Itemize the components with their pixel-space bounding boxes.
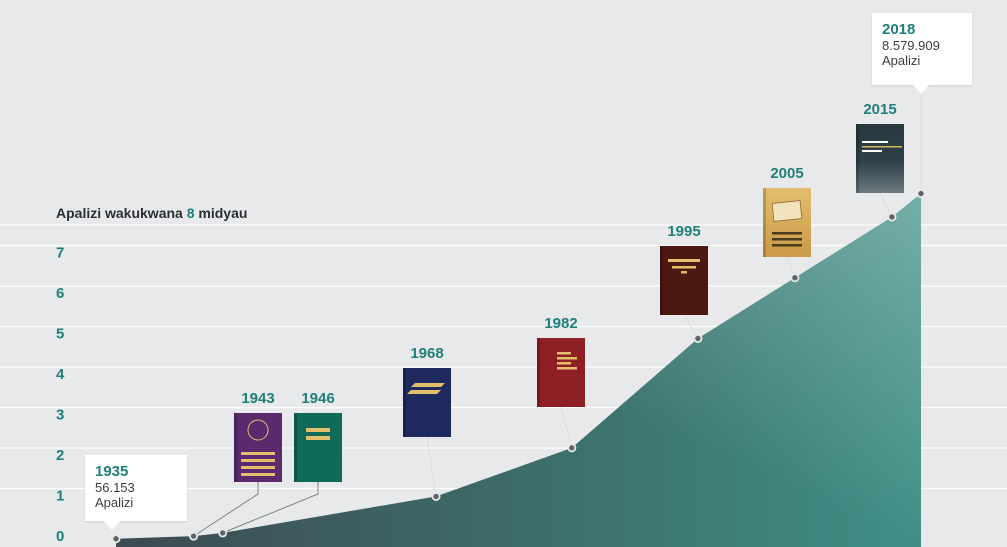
- year-label-1982: 1982: [544, 315, 577, 332]
- data-point-1995: [693, 333, 703, 343]
- callout-start-year: 1935: [95, 463, 129, 480]
- year-label-2015: 2015: [863, 101, 896, 118]
- book-cover-1943: [234, 413, 282, 482]
- chart-title-part-1: Apalizi wakukwana: [56, 205, 187, 221]
- y-tick-label: 1: [56, 488, 64, 505]
- data-point-1943: [189, 531, 199, 541]
- callout-end-value: 8.579.909: [882, 38, 940, 53]
- y-tick-label: 3: [56, 407, 64, 424]
- year-label-1943: 1943: [241, 390, 274, 407]
- data-point-1946: [218, 528, 228, 538]
- data-point-2015: [887, 212, 897, 222]
- callout-start-pointer: [104, 521, 120, 530]
- data-point-1982: [567, 443, 577, 453]
- callout-start-value: 56.153: [95, 480, 135, 495]
- leader-line: [560, 406, 573, 448]
- year-label-1946: 1946: [301, 390, 334, 407]
- data-point-2018: [916, 189, 926, 199]
- data-points: [111, 189, 926, 544]
- callout-start: 1935 56.153 Apalizi: [85, 455, 187, 521]
- data-point-2005: [790, 273, 800, 283]
- leader-line: [222, 482, 319, 534]
- y-tick-label: 2: [56, 447, 64, 464]
- leader-line: [426, 436, 437, 497]
- callout-end-year: 2018: [882, 21, 916, 38]
- year-labels: 1943 1946 1968 1982 1995 2005 2015: [241, 101, 896, 407]
- book-cover-1982: [537, 338, 585, 407]
- y-tick-label: 6: [56, 285, 64, 302]
- y-tick-label: 4: [56, 366, 65, 383]
- book-cover-1946: [294, 413, 342, 482]
- chart-title: Apalizi wakukwana 8 midyau: [56, 205, 247, 221]
- y-tick-label: 5: [56, 326, 64, 343]
- chart-title-part-3: midyau: [195, 205, 248, 221]
- data-point-1968: [431, 491, 441, 501]
- y-tick-label: 7: [56, 245, 64, 262]
- year-label-2005: 2005: [770, 165, 803, 182]
- area-highlight: [116, 193, 921, 547]
- year-label-1995: 1995: [667, 223, 700, 240]
- gridlines: [0, 224, 1007, 490]
- callout-end-unit: Apalizi: [882, 53, 921, 68]
- callout-end: 2018 8.579.909 Apalizi: [872, 13, 972, 85]
- callout-end-pointer: [913, 85, 929, 94]
- chart-title-number: 8: [187, 205, 195, 221]
- leader-line: [683, 314, 699, 339]
- y-axis-ticks: 0 1 2 3 4 5 6 7: [56, 245, 65, 546]
- book-cover-2005: [763, 188, 811, 257]
- book-covers: [234, 124, 904, 482]
- callout-start-unit: Apalizi: [95, 495, 134, 510]
- leader-line: [193, 482, 259, 537]
- book-cover-2015: [856, 124, 904, 193]
- book-cover-1995: [660, 246, 708, 315]
- data-point-1935: [111, 534, 121, 544]
- book-cover-1968: [403, 368, 451, 437]
- year-label-1968: 1968: [410, 345, 443, 362]
- area-layer: [116, 193, 921, 547]
- y-tick-label: 0: [56, 528, 64, 545]
